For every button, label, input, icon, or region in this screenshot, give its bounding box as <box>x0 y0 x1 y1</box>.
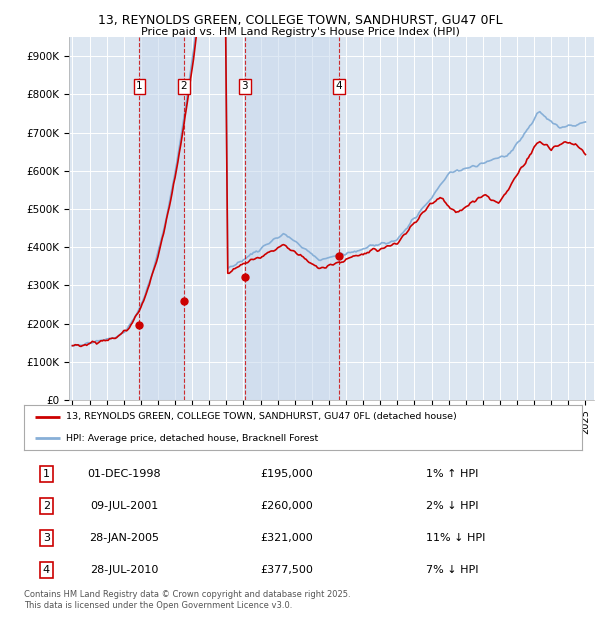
Text: £260,000: £260,000 <box>260 501 313 511</box>
Text: 3: 3 <box>43 533 50 543</box>
Text: £195,000: £195,000 <box>260 469 313 479</box>
Text: 1: 1 <box>136 81 143 91</box>
Text: £377,500: £377,500 <box>260 565 313 575</box>
Text: 09-JUL-2001: 09-JUL-2001 <box>91 501 158 511</box>
Text: 4: 4 <box>43 565 50 575</box>
Text: 2% ↓ HPI: 2% ↓ HPI <box>426 501 478 511</box>
Text: 11% ↓ HPI: 11% ↓ HPI <box>426 533 485 543</box>
Text: 7% ↓ HPI: 7% ↓ HPI <box>426 565 478 575</box>
Text: 3: 3 <box>241 81 248 91</box>
Text: 01-DEC-1998: 01-DEC-1998 <box>88 469 161 479</box>
Text: 4: 4 <box>335 81 342 91</box>
Text: 1: 1 <box>43 469 50 479</box>
Text: HPI: Average price, detached house, Bracknell Forest: HPI: Average price, detached house, Brac… <box>66 434 318 443</box>
Text: £321,000: £321,000 <box>260 533 313 543</box>
Text: 13, REYNOLDS GREEN, COLLEGE TOWN, SANDHURST, GU47 0FL: 13, REYNOLDS GREEN, COLLEGE TOWN, SANDHU… <box>98 14 502 27</box>
Bar <box>245 37 338 400</box>
Text: 28-JAN-2005: 28-JAN-2005 <box>89 533 160 543</box>
Text: 2: 2 <box>181 81 187 91</box>
Text: 13, REYNOLDS GREEN, COLLEGE TOWN, SANDHURST, GU47 0FL (detached house): 13, REYNOLDS GREEN, COLLEGE TOWN, SANDHU… <box>66 412 457 422</box>
Text: 28-JUL-2010: 28-JUL-2010 <box>90 565 158 575</box>
Text: 2: 2 <box>43 501 50 511</box>
Bar <box>139 37 184 400</box>
Text: Price paid vs. HM Land Registry's House Price Index (HPI): Price paid vs. HM Land Registry's House … <box>140 27 460 37</box>
Text: Contains HM Land Registry data © Crown copyright and database right 2025.
This d: Contains HM Land Registry data © Crown c… <box>24 590 350 609</box>
Text: 1% ↑ HPI: 1% ↑ HPI <box>426 469 478 479</box>
